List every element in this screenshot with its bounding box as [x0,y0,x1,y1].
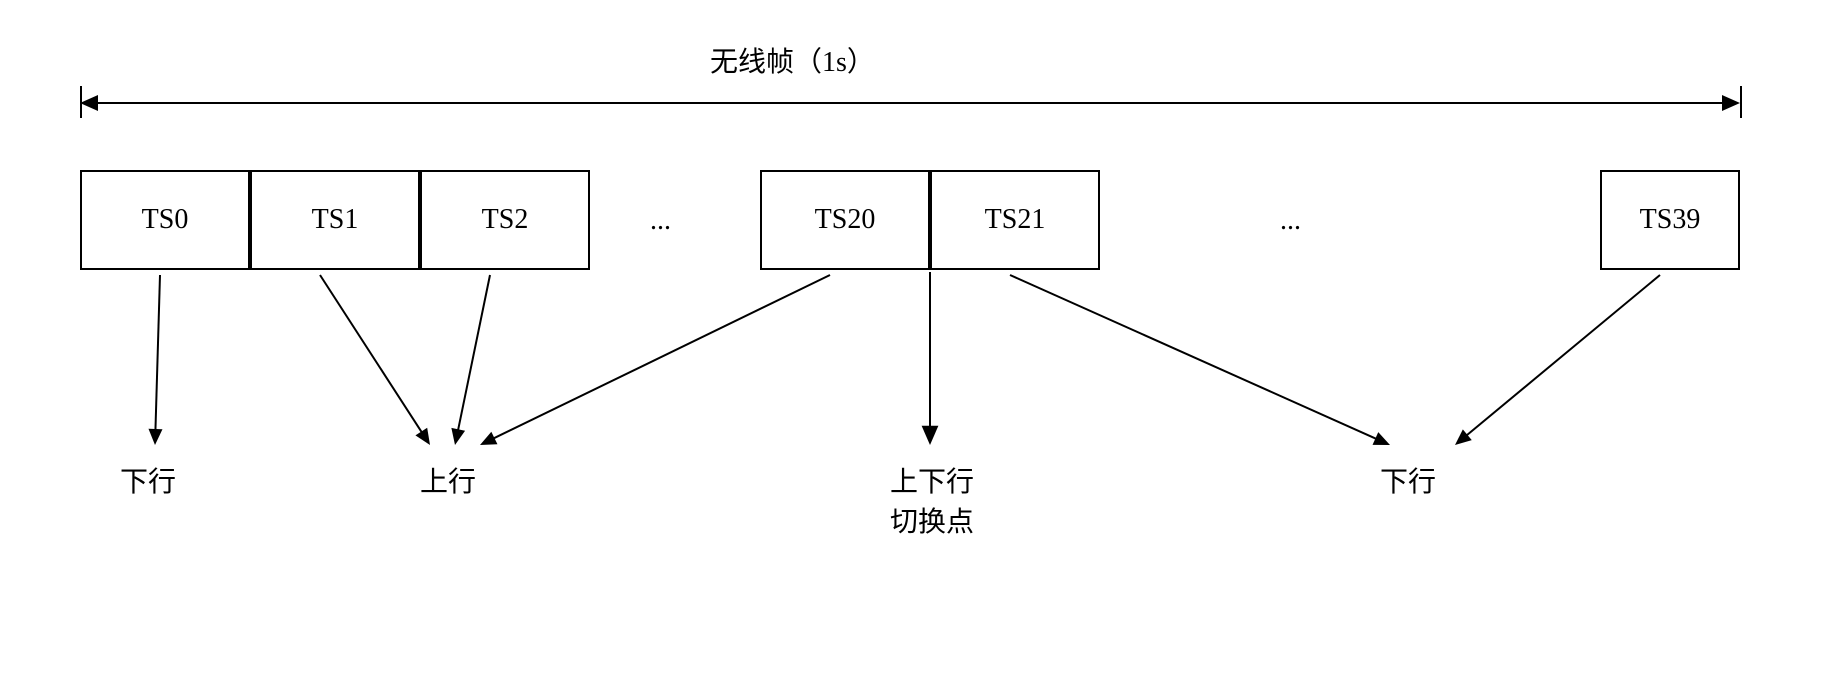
frame-diagram: 无线帧（1s） TS0TS1TS2TS20TS21TS39 ...... 下行上… [60,40,1760,640]
arrow-line-6 [1462,275,1660,439]
arrow-line-0 [155,275,160,436]
label-dl2: 下行 [1380,460,1436,500]
arrow-head-1 [415,428,430,445]
arrow-head-6 [1455,429,1472,445]
label-sw: 上下行 切换点 [890,460,974,540]
arrow-line-3 [488,275,830,441]
arrow-head-4 [922,426,939,445]
arrow-line-5 [1010,275,1382,441]
arrow-line-2 [457,275,490,436]
arrow-line-1 [320,275,425,437]
arrow-head-2 [451,428,465,445]
label-ul: 上行 [420,460,476,500]
label-dl1: 下行 [120,460,176,500]
arrow-head-0 [148,429,162,445]
arrows [60,40,1760,640]
